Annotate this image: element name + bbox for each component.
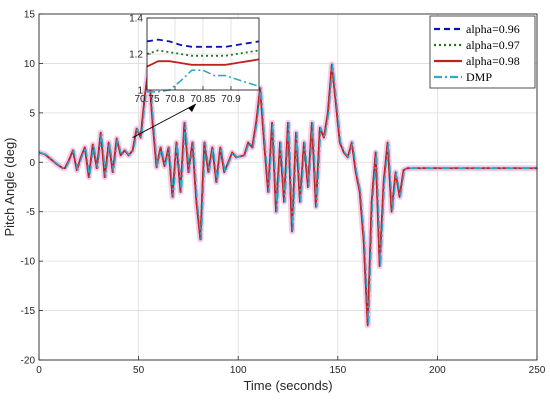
inset-series-dmp <box>147 69 260 93</box>
main-series-dmp <box>39 63 538 327</box>
main-y-tick-label: -10 <box>21 257 36 268</box>
main-y-tick-label: 0 <box>29 158 35 169</box>
legend: alpha=0.96 alpha=0.97 alpha=0.98 DMP <box>429 15 536 89</box>
main-series-group <box>38 63 538 327</box>
legend-label: alpha=0.97 <box>466 38 520 52</box>
main-x-tick-label: 150 <box>329 365 346 376</box>
main-y-ticks: 15 10 5 0 -5 -10 -15 -20 <box>21 10 43 367</box>
main-y-tick-label: -5 <box>26 207 35 218</box>
main-y-tick-label: 15 <box>24 10 36 21</box>
main-x-ticks: 0 50 100 150 200 250 <box>36 356 546 376</box>
inset-series-group <box>146 38 260 93</box>
inset-y-tick-label: 1.4 <box>129 14 143 25</box>
main-y-tick-label: 10 <box>24 59 36 70</box>
main-x-tick-label: 50 <box>133 365 145 376</box>
legend-label: alpha=0.96 <box>466 22 520 36</box>
legend-label: DMP <box>466 70 492 84</box>
main-y-tick-label: -20 <box>21 356 36 367</box>
legend-label: alpha=0.98 <box>466 54 520 68</box>
inset-series-alpha-0-97 <box>146 49 260 57</box>
inset-x-ticks: 70.75 70.8 70.85 70.9 <box>134 86 241 105</box>
main-y-tick-label: 5 <box>29 108 35 119</box>
main-x-tick-label: 250 <box>529 365 546 376</box>
inset-x-tick-label: 70.75 <box>134 94 159 105</box>
inset-y-tick-label: 1 <box>137 86 143 97</box>
inset-series-alpha-0-98 <box>146 58 260 68</box>
zoom-arrow-shaft <box>132 103 197 138</box>
legend-items: alpha=0.96 alpha=0.97 alpha=0.98 DMP <box>434 22 520 84</box>
main-plot-frame <box>38 13 538 361</box>
main-x-tick-label: 0 <box>36 365 42 376</box>
zoom-arrow <box>132 103 197 138</box>
inset-x-tick-label: 70.85 <box>190 94 215 105</box>
main-x-tick-label: 200 <box>429 365 446 376</box>
inset-x-tick-label: 70.9 <box>221 94 241 105</box>
inset-y-ticks: 1.4 1.2 1 <box>129 14 151 97</box>
y-axis-title: Pitch Angle (deg) <box>2 137 17 236</box>
inset-plot: 70.75 70.8 70.85 70.9 1.4 1.2 1 <box>129 14 260 105</box>
zoom-arrow-head <box>188 104 196 112</box>
main-x-tick-label: 100 <box>230 365 247 376</box>
main-y-tick-label: -15 <box>21 306 36 317</box>
inset-x-tick-label: 70.8 <box>165 94 185 105</box>
x-axis-title: Time (seconds) <box>243 378 332 393</box>
inset-y-tick-label: 1.2 <box>129 50 143 61</box>
inset-series-alpha-0-96 <box>146 38 260 48</box>
